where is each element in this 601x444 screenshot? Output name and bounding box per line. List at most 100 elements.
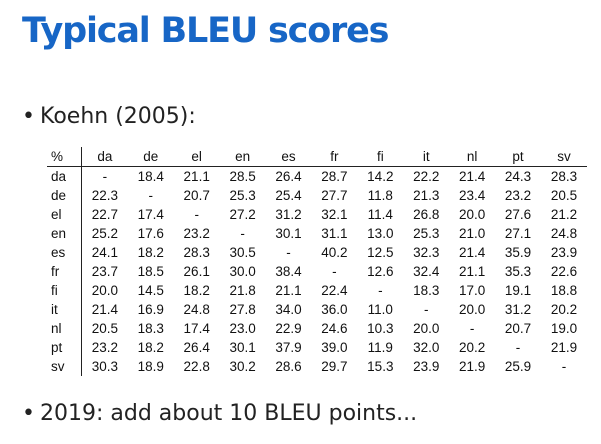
table-cell: -	[286, 245, 291, 260]
table-cell: 12.5	[367, 245, 394, 260]
table-cell: 20.0	[91, 283, 119, 298]
table-row: de 22.3 - 20.7 25.3 25.4 27.7 11.8 21.3 23.4 23.2 2…	[47, 186, 587, 205]
table-row: el 22.7 17.4 - 27.2 31.2 32.1 11.4 26.8 20.0 27.6 2…	[47, 205, 587, 224]
table-cell: 21.0	[458, 226, 486, 241]
table-cell: -	[515, 340, 521, 355]
table-cell: 21.2	[550, 207, 578, 222]
table-cell: 24.6	[321, 321, 348, 336]
bullet-dot: •	[22, 104, 35, 129]
row-header-sv: sv	[47, 357, 82, 376]
column-header-fr: fr	[311, 147, 358, 167]
table-cell: 28.3	[550, 169, 578, 184]
table-cell: -	[194, 207, 199, 222]
table-cell: 37.9	[275, 340, 302, 355]
table-cell: 39.0	[321, 340, 348, 355]
table-cell: 24.8	[183, 302, 210, 317]
table-cell: 27.1	[504, 226, 532, 241]
table-cell: 36.0	[321, 302, 348, 317]
table-cell: 14.2	[367, 169, 394, 184]
table-cell: 23.2	[91, 340, 119, 355]
table-cell: 11.4	[367, 207, 393, 222]
table-cell: 21.9	[550, 340, 578, 355]
table-cell: 27.7	[321, 188, 348, 203]
table-cell: 17.0	[458, 283, 486, 298]
table-cell: 22.2	[413, 169, 440, 184]
table-cell: 25.3	[229, 188, 256, 203]
table-cell: 26.1	[183, 264, 210, 279]
table-row: nl 20.5 18.3 17.4 23.0 22.9 24.6 10.3 20.0 - 20.7 1…	[47, 319, 587, 338]
table-cell: 21.3	[413, 188, 440, 203]
table-cell: 24.8	[550, 226, 578, 241]
bullet-koehn-text: Koehn (2005):	[40, 104, 196, 129]
table-cell: 18.2	[137, 340, 164, 355]
table-cell: 22.9	[275, 321, 302, 336]
table-cell: 20.2	[458, 340, 486, 355]
bullet-2019: • 2019: add about 10 BLEU points...	[22, 399, 417, 429]
table-cell: 21.4	[458, 245, 486, 260]
table-cell: 11.9	[367, 340, 393, 355]
table-cell: -	[469, 321, 475, 336]
row-header-pt: pt	[47, 338, 82, 357]
table-cell: 19.1	[504, 283, 532, 298]
table-cell: 21.1	[183, 169, 210, 184]
column-header-pt: pt	[495, 147, 541, 167]
table-cell: 17.4	[137, 207, 164, 222]
column-header-en: en	[219, 147, 266, 167]
table-cell: 23.0	[229, 321, 256, 336]
table-cell: 28.3	[183, 245, 210, 260]
table-cell: 25.2	[91, 226, 119, 241]
table-cell: 22.8	[183, 359, 210, 374]
table-cell: 22.7	[91, 207, 119, 222]
table-cell: 23.7	[91, 264, 119, 279]
table-cell: 28.6	[275, 359, 302, 374]
table-row: pt 23.2 18.2 26.4 30.1 37.9 39.0 11.9 32.0 20.2 - 2…	[47, 338, 587, 357]
table-cell: 10.3	[367, 321, 394, 336]
slide-title: Typical BLEU scores	[22, 11, 389, 51]
table-cell: 13.0	[367, 226, 394, 241]
table-cell: 20.7	[504, 321, 532, 336]
table-cell: 21.4	[91, 302, 119, 317]
table-cell: 18.8	[550, 283, 578, 298]
row-header-en: en	[47, 224, 82, 243]
table-row: it 21.4 16.9 24.8 27.8 34.0 36.0 11.0 - 20.0 31.2 2…	[47, 300, 587, 319]
table-cell: 35.9	[504, 245, 532, 260]
table-cell: 26.4	[183, 340, 210, 355]
table-cell: 32.1	[321, 207, 348, 222]
table-cell: 18.2	[183, 283, 210, 298]
column-header-da: da	[81, 147, 128, 167]
table-cell: 21.1	[275, 283, 302, 298]
table-row: da - 18.4 21.1 28.5 26.4 28.7 14.2 22.2 21.4 24.3 2…	[47, 166, 587, 186]
table-cell: 11.0	[367, 302, 393, 317]
row-header-el: el	[47, 205, 82, 224]
table-row: en 25.2 17.6 23.2 - 30.1 31.1 13.0 25.3 21.0 27.1 2…	[47, 224, 587, 243]
table-cell: 38.4	[275, 264, 302, 279]
table-cell: 26.8	[413, 207, 440, 222]
table-cell: 25.9	[504, 359, 532, 374]
table-cell: 23.2	[183, 226, 210, 241]
table-cell: 18.5	[137, 264, 164, 279]
table-cell: 20.2	[550, 302, 578, 317]
table-cell: 31.2	[275, 207, 302, 222]
bullet-dot: •	[22, 401, 35, 426]
table-row: es 24.1 18.2 28.3 30.5 - 40.2 12.5 32.3 21.4 35.9 2…	[47, 243, 587, 262]
table-cell: 26.4	[275, 169, 302, 184]
row-header-nl: nl	[47, 319, 82, 338]
table-cell: -	[378, 283, 383, 298]
table-cell: 22.6	[550, 264, 578, 279]
table-cell: 12.6	[367, 264, 394, 279]
table-cell: 16.9	[137, 302, 164, 317]
table-cell: 22.4	[321, 283, 348, 298]
table-cell: 27.2	[229, 207, 256, 222]
table-cell: -	[148, 188, 154, 203]
table-cell: 18.3	[137, 321, 164, 336]
table-cell: 29.7	[321, 359, 348, 374]
table-cell: 30.3	[91, 359, 119, 374]
table-corner-cell: %	[47, 147, 82, 167]
table-cell: 30.2	[229, 359, 256, 374]
table-cell: 20.7	[183, 188, 210, 203]
table-cell: 21.8	[229, 283, 256, 298]
table-cell: 23.9	[550, 245, 578, 260]
table-cell: 40.2	[321, 245, 348, 260]
column-header-sv: sv	[540, 147, 587, 167]
table-cell: 32.4	[413, 264, 440, 279]
